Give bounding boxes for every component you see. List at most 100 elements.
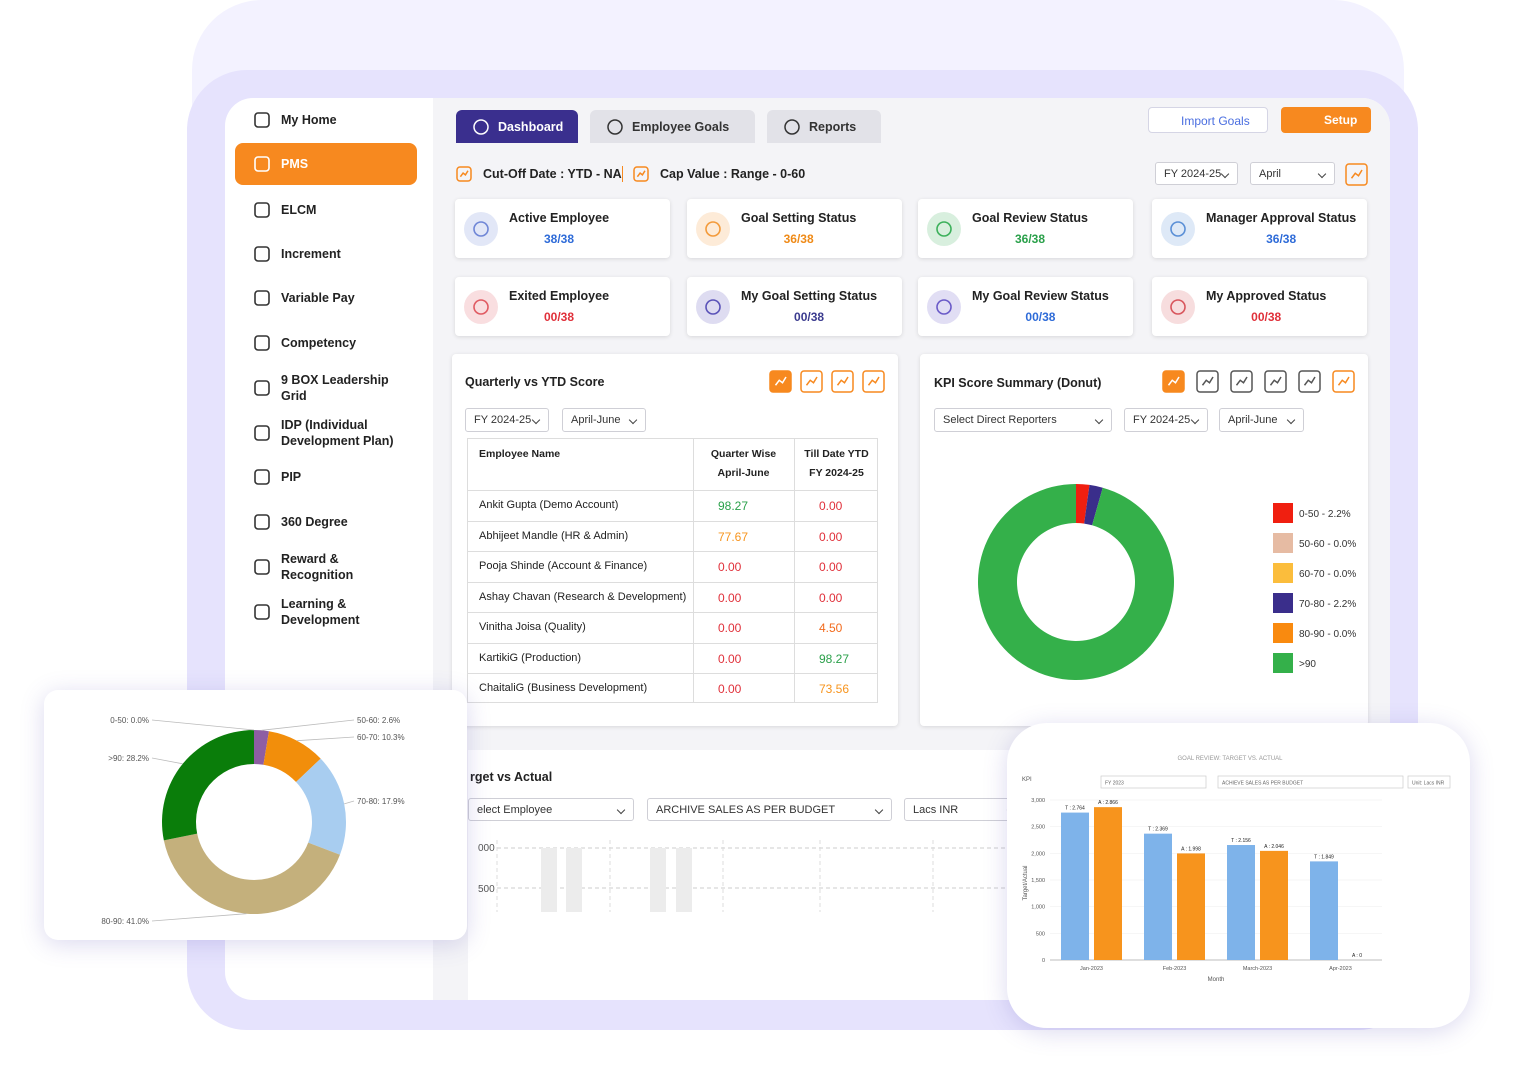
select[interactable]: elect Employee bbox=[468, 798, 634, 821]
legend-label: 80-90 - 0.0% bbox=[1299, 629, 1356, 640]
card-value: 00/38 bbox=[1025, 310, 1056, 324]
value-label: T : 2.369 bbox=[1148, 827, 1168, 833]
leader-line bbox=[344, 800, 355, 805]
bar bbox=[1061, 812, 1089, 960]
sidebar-icon bbox=[254, 469, 270, 485]
card-text: Active Employee 38/38 bbox=[509, 211, 609, 246]
sidebar-active[interactable] bbox=[235, 143, 417, 185]
table-cell: 77.67 bbox=[718, 529, 749, 544]
card-icon bbox=[927, 290, 961, 324]
stat-card[interactable]: Manager Approval Status 36/38 bbox=[1152, 199, 1367, 258]
y-tick-label: 3,000 bbox=[1031, 798, 1045, 804]
stat-card[interactable]: Active Employee 38/38 bbox=[455, 199, 670, 258]
card-icon bbox=[464, 290, 498, 324]
icon-bg bbox=[927, 290, 961, 324]
table-cell: 98.27 bbox=[819, 651, 850, 666]
table-cell: Ashay Chavan (Research & Development) bbox=[479, 590, 687, 603]
row-line bbox=[468, 581, 877, 583]
legend-swatch bbox=[1273, 503, 1293, 523]
placeholder-bar bbox=[566, 848, 582, 912]
bar bbox=[1310, 861, 1338, 960]
select[interactable]: FY 2024-25 bbox=[465, 408, 549, 432]
x-tick-label: Apr-2023 bbox=[1329, 966, 1352, 972]
select-label: FY 2023 bbox=[1105, 781, 1124, 787]
icon-shape bbox=[254, 380, 270, 396]
select[interactable]: ARCHIVE SALES AS PER BUDGET bbox=[647, 798, 892, 821]
value-label: A : 2.866 bbox=[1098, 800, 1118, 806]
icon-glyph bbox=[1201, 376, 1214, 386]
stat-card[interactable]: Exited Employee 00/38 bbox=[455, 277, 670, 336]
sidebar-item[interactable]: Reward & Recognition bbox=[281, 552, 354, 582]
tab[interactable]: Dashboard bbox=[456, 110, 578, 143]
icon-shape bbox=[1332, 370, 1355, 393]
icon bbox=[1196, 370, 1219, 393]
card-title: Manager Approval Status bbox=[1206, 211, 1357, 225]
value-label: T : 2.764 bbox=[1065, 806, 1085, 812]
icon bbox=[1332, 370, 1355, 393]
select[interactable]: Select Direct Reporters bbox=[934, 408, 1112, 432]
legend-label: 50-60 - 0.0% bbox=[1299, 539, 1356, 550]
table-cell: Abhijeet Mandle (HR & Admin) bbox=[479, 529, 629, 542]
sidebar-item[interactable]: Variable Pay bbox=[281, 291, 355, 305]
icon-glyph bbox=[836, 376, 849, 386]
icon bbox=[1230, 370, 1253, 393]
stat-card[interactable]: Goal Review Status 36/38 bbox=[918, 199, 1133, 258]
card-text: Goal Setting Status 36/38 bbox=[741, 211, 856, 246]
card-value: 00/38 bbox=[1251, 310, 1282, 324]
icon-shape bbox=[607, 119, 623, 135]
sidebar-item[interactable]: ELCM bbox=[281, 203, 317, 217]
y-tick-label: 2,500 bbox=[1031, 825, 1045, 831]
leader-line bbox=[151, 913, 247, 922]
tab[interactable]: Reports bbox=[767, 110, 881, 143]
sidebar-icon bbox=[254, 335, 270, 351]
icon-shape bbox=[784, 119, 800, 135]
sidebar-item[interactable]: Increment bbox=[281, 247, 341, 261]
icon-glyph bbox=[1269, 376, 1282, 386]
card-text: My Approved Status 00/38 bbox=[1206, 289, 1326, 324]
sidebar-item[interactable]: 360 Degree bbox=[281, 515, 348, 529]
icon bbox=[831, 370, 854, 393]
icon-shape bbox=[254, 514, 270, 530]
card-value: 00/38 bbox=[794, 310, 825, 324]
import-button[interactable]: Import Goals bbox=[1148, 107, 1268, 133]
stat-card[interactable]: My Approved Status 00/38 bbox=[1152, 277, 1367, 336]
select[interactable]: April-June bbox=[562, 408, 646, 432]
chart-title: GOAL REVIEW: TARGET VS. ACTUAL bbox=[1177, 756, 1283, 762]
sidebar-item[interactable]: Competency bbox=[281, 336, 357, 350]
card-icon bbox=[1161, 212, 1195, 246]
table-cell: 0.00 bbox=[819, 499, 843, 513]
chart-select[interactable] bbox=[1217, 775, 1404, 789]
select[interactable]: Lacs INR bbox=[904, 798, 1024, 821]
sidebar-item[interactable]: My Home bbox=[281, 113, 337, 127]
leader-line bbox=[151, 757, 183, 765]
sidebar-item[interactable]: Learning & Development bbox=[281, 597, 360, 627]
stat-card[interactable]: My Goal Setting Status 00/38 bbox=[687, 277, 902, 336]
y-axis-label: Target/Actual bbox=[1023, 865, 1029, 900]
tab-icon bbox=[607, 119, 623, 135]
slice-label: 70-80: 17.9% bbox=[357, 797, 405, 806]
stat-card[interactable]: Goal Setting Status 36/38 bbox=[687, 199, 902, 258]
sidebar-item[interactable]: PMS bbox=[281, 157, 309, 171]
chart-select[interactable] bbox=[1100, 775, 1207, 789]
icon-bg bbox=[1161, 290, 1195, 324]
icon-glyph bbox=[936, 221, 952, 237]
select[interactable]: April bbox=[1250, 162, 1335, 185]
sidebar-item[interactable]: IDP (Individual Development Plan) bbox=[281, 418, 394, 448]
sidebar-item[interactable]: PIP bbox=[281, 470, 302, 484]
chart-select[interactable] bbox=[1407, 775, 1451, 789]
icon-glyph bbox=[705, 299, 721, 315]
stat-card[interactable]: My Goal Review Status 00/38 bbox=[918, 277, 1133, 336]
sidebar-item[interactable]: 9 BOX Leadership Grid bbox=[281, 373, 389, 403]
select[interactable]: FY 2024-25 bbox=[1124, 408, 1208, 432]
slice-label: >90: 28.2% bbox=[108, 754, 149, 763]
donut-slice bbox=[254, 730, 269, 765]
value-label: A : 2.046 bbox=[1264, 844, 1284, 850]
setup-button[interactable]: Setup bbox=[1281, 107, 1371, 133]
icon bbox=[800, 370, 823, 393]
select[interactable]: FY 2024-25 bbox=[1155, 162, 1238, 185]
slice-label: 0-50: 0.0% bbox=[110, 716, 149, 725]
header-cell: Till Date YTD bbox=[804, 448, 869, 460]
select[interactable]: April-June bbox=[1219, 408, 1304, 432]
tab[interactable]: Employee Goals bbox=[590, 110, 755, 143]
icon-shape bbox=[254, 246, 270, 262]
